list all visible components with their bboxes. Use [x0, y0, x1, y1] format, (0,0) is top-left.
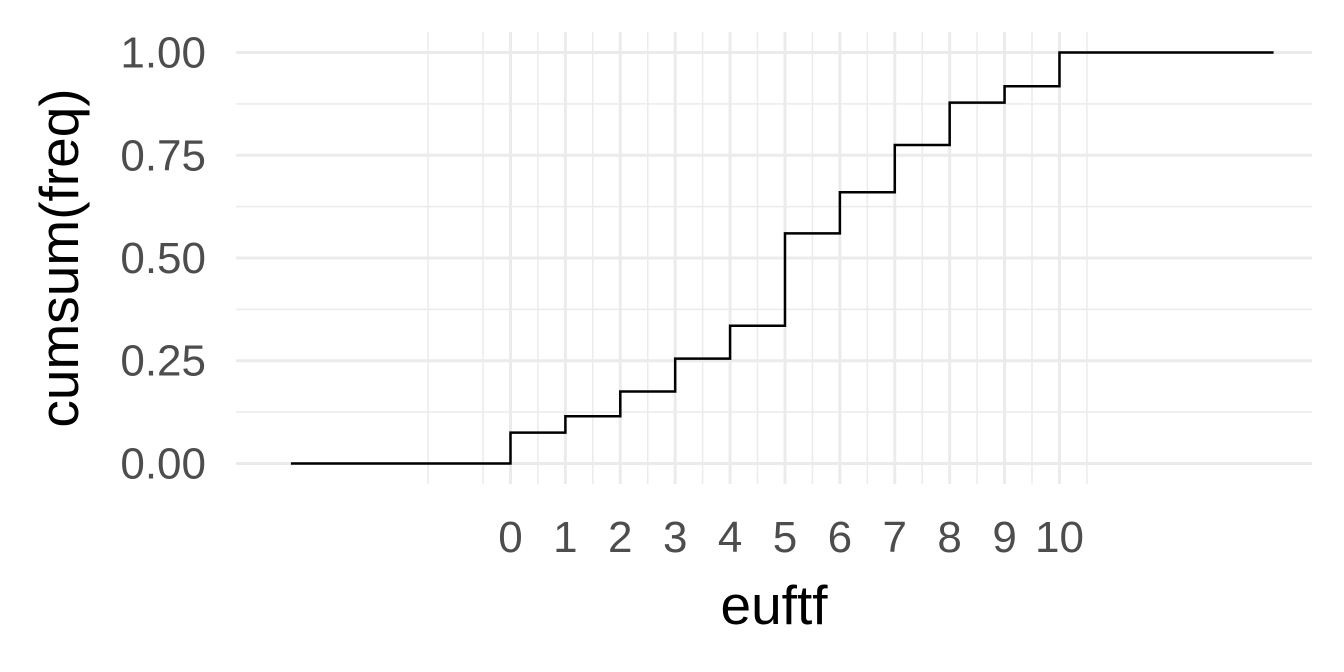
x-tick-label: 9 — [992, 513, 1016, 562]
x-tick-label: 3 — [663, 513, 687, 562]
x-axis-ticks: 0 1 2 3 4 5 6 7 8 9 10 — [498, 513, 1084, 562]
x-tick-label: 1 — [553, 513, 577, 562]
y-tick-label: 0.75 — [120, 131, 206, 180]
y-axis-ticks: 0.00 0.25 0.50 0.75 1.00 — [120, 29, 206, 489]
plot-area — [290, 51, 1274, 465]
cdf-step-line — [290, 51, 1274, 465]
x-axis-title: euftf — [720, 574, 828, 636]
y-axis-title: cumsum(freq) — [28, 88, 90, 427]
x-tick-label: 7 — [883, 513, 907, 562]
grid-lines — [236, 32, 1312, 484]
x-tick-label: 0 — [498, 513, 522, 562]
x-tick-label: 8 — [937, 513, 961, 562]
y-tick-label: 0.25 — [120, 337, 206, 386]
x-tick-label: 6 — [828, 513, 852, 562]
x-tick-label: 2 — [608, 513, 632, 562]
y-tick-label: 1.00 — [120, 29, 206, 78]
y-tick-label: 0.00 — [120, 439, 206, 488]
x-tick-label: 4 — [718, 513, 742, 562]
x-tick-label: 10 — [1035, 513, 1084, 562]
x-tick-label: 5 — [773, 513, 797, 562]
y-tick-label: 0.50 — [120, 234, 206, 283]
